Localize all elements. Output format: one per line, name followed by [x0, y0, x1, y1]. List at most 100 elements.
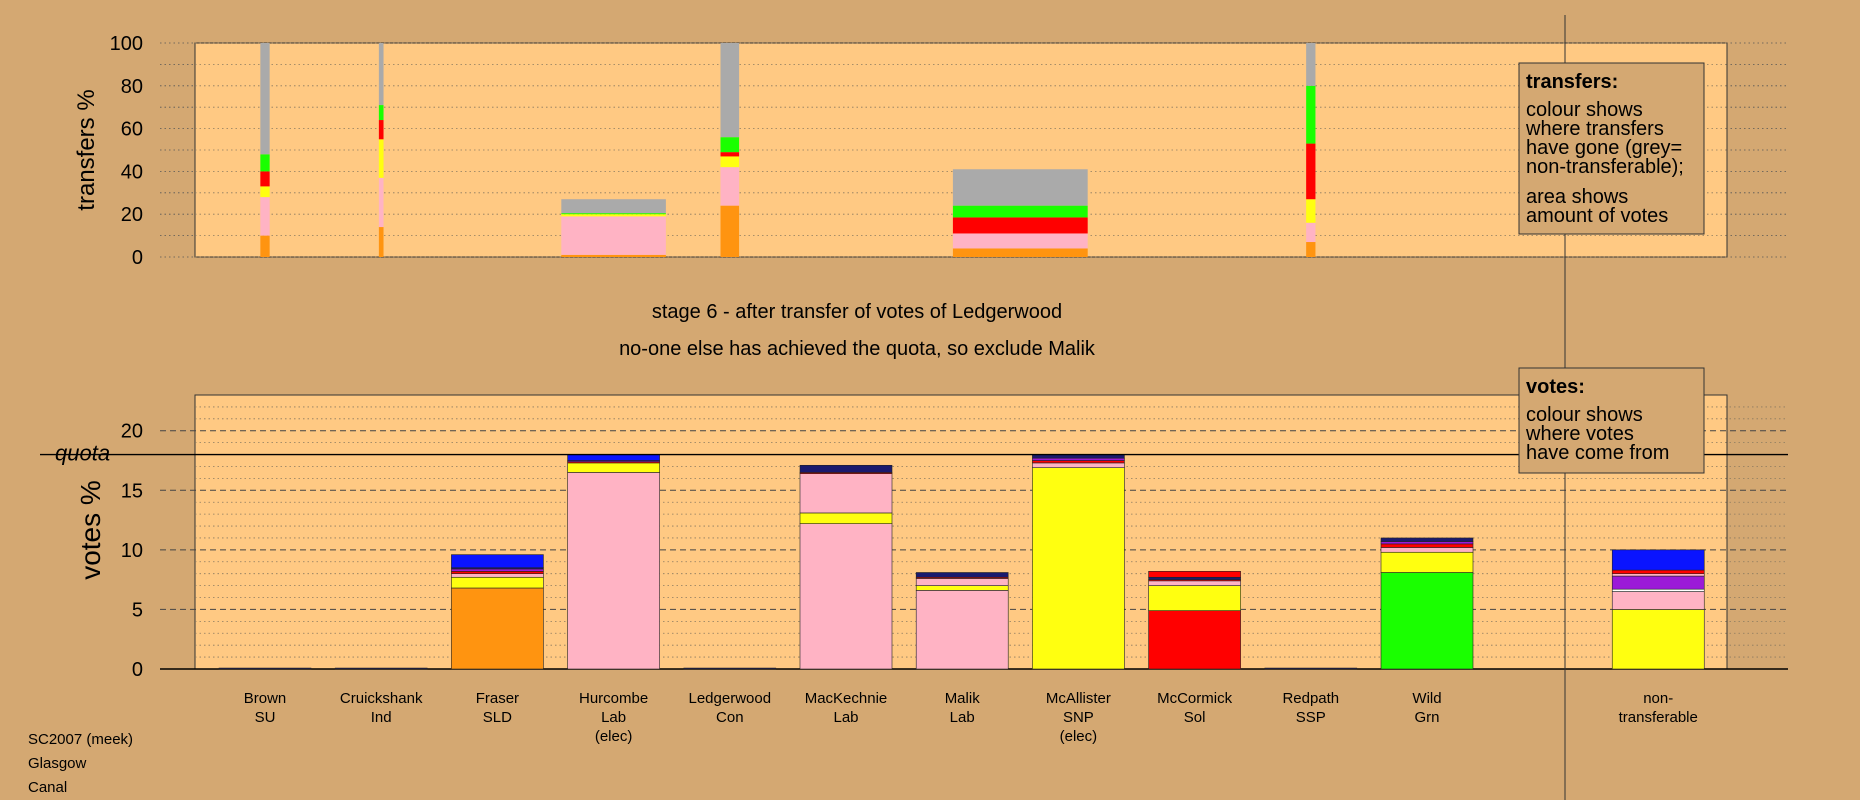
- transfer-segment: [952, 205, 1088, 218]
- votes-legend-line: have come from: [1526, 442, 1669, 464]
- transfer-segment: [952, 217, 1088, 234]
- category-label: Redpath: [1282, 690, 1339, 707]
- y-tick-label: 10: [121, 540, 143, 562]
- category-label: MacKechnie: [805, 690, 888, 707]
- y-axis-label: transfers %: [73, 89, 100, 210]
- transfers-chart: 0 20 40 60 80 100 transfers %: [73, 33, 1788, 269]
- transfer-segment: [952, 169, 1088, 206]
- vote-segment: [1611, 588, 1705, 592]
- y-tick-label: 100: [110, 33, 143, 55]
- vote-segment: [915, 572, 1009, 578]
- vote-segment: [451, 568, 544, 572]
- transfers-legend-line: colour shows: [1526, 99, 1643, 121]
- transfers-legend-line: area shows: [1526, 186, 1628, 208]
- footer-council: Glasgow: [28, 755, 87, 772]
- vote-segment: [1380, 547, 1474, 553]
- y-tick-label: 20: [121, 421, 143, 443]
- vote-segment: [451, 576, 544, 589]
- transfer-segment: [378, 227, 384, 257]
- transfer-segment: [378, 120, 384, 140]
- vote-segment: [218, 667, 312, 670]
- votes-legend: votes: colour shows where votes have com…: [1518, 367, 1705, 474]
- vote-segment: [1611, 591, 1705, 610]
- transfer-segment: [720, 205, 740, 257]
- category-label: (elec): [1060, 728, 1098, 745]
- category-label: Con: [716, 709, 744, 726]
- y-tick-label: 0: [132, 247, 143, 269]
- transfer-segment: [561, 199, 666, 214]
- transfer-segment: [378, 177, 384, 228]
- vote-segment: [1264, 667, 1358, 670]
- transfer-segment: [378, 139, 384, 178]
- category-label: Hurcombe: [579, 690, 648, 707]
- category-label: Malik: [945, 690, 981, 707]
- vote-segment: [1380, 537, 1474, 542]
- category-label: Cruickshank: [340, 690, 423, 707]
- quota-label: quota: [55, 441, 110, 466]
- category-label: Ledgerwood: [689, 690, 772, 707]
- transfer-segment: [720, 43, 740, 138]
- category-label: (elec): [595, 728, 633, 745]
- transfer-segment: [260, 186, 270, 198]
- transfers-legend: transfers: colour shows where transfers …: [1518, 62, 1705, 235]
- transfers-legend-title: transfers:: [1526, 71, 1618, 93]
- transfer-segment: [561, 254, 666, 257]
- vote-segment: [799, 473, 893, 514]
- category-label: Lab: [833, 709, 858, 726]
- category-label: transferable: [1619, 709, 1698, 726]
- transfers-legend-line: have gone (grey=: [1526, 137, 1682, 159]
- stage-captions: stage 6 - after transfer of votes of Led…: [619, 301, 1096, 360]
- vote-segment: [1611, 573, 1705, 577]
- transfer-segment: [260, 197, 270, 236]
- transfer-segment: [1306, 85, 1316, 144]
- vote-segment: [799, 523, 893, 670]
- vote-segment: [915, 585, 1009, 591]
- vote-segment: [799, 512, 893, 524]
- category-label: non-: [1643, 690, 1673, 707]
- category-label: SNP: [1063, 709, 1094, 726]
- vote-segment: [451, 587, 544, 670]
- vote-segment: [915, 578, 1009, 586]
- transfer-segment: [561, 213, 666, 215]
- votes-legend-line: where votes: [1525, 423, 1634, 445]
- transfer-segment: [1306, 43, 1316, 86]
- vote-segment: [1611, 549, 1705, 571]
- transfers-legend-box: [1518, 62, 1705, 235]
- category-label: McCormick: [1157, 690, 1232, 707]
- transfers-legend-line: non-transferable);: [1526, 156, 1684, 178]
- category-label: Sol: [1184, 709, 1206, 726]
- category-label: SSP: [1296, 709, 1326, 726]
- status-caption: no-one else has achieved the quota, so e…: [619, 338, 1096, 360]
- vote-segment: [1611, 569, 1705, 574]
- vote-segment: [451, 573, 544, 578]
- vote-segment: [567, 472, 660, 670]
- transfer-segment: [720, 156, 740, 168]
- y-tick-label: 5: [132, 599, 143, 621]
- transfer-segment: [260, 171, 270, 187]
- y-tick-label: 20: [121, 204, 143, 226]
- footer-election: SC2007 (meek): [28, 731, 134, 748]
- category-label: Wild: [1412, 690, 1441, 707]
- transfers-legend-line: where transfers: [1525, 118, 1664, 140]
- transfer-segment: [378, 43, 384, 106]
- category-label: Lab: [950, 709, 975, 726]
- category-label: Fraser: [476, 690, 519, 707]
- votes-legend-box: [1518, 367, 1705, 474]
- vote-segment: [1148, 610, 1241, 670]
- category-label: Grn: [1414, 709, 1439, 726]
- transfer-segment: [720, 152, 740, 157]
- vote-segment: [1380, 541, 1474, 545]
- legends: transfers: colour shows where transfers …: [1518, 62, 1705, 474]
- vote-segment: [1148, 580, 1241, 586]
- category-label: Lab: [601, 709, 626, 726]
- transfer-segment: [720, 137, 740, 153]
- stage-caption: stage 6 - after transfer of votes of Led…: [652, 301, 1062, 323]
- category-label: SU: [255, 709, 276, 726]
- transfer-segment: [1306, 222, 1316, 243]
- transfer-segment: [260, 235, 270, 257]
- transfer-segment: [378, 105, 384, 121]
- y-axis-label: votes %: [75, 480, 106, 580]
- transfers-legend-line: amount of votes: [1526, 205, 1668, 227]
- footer-ward: Canal: [28, 779, 68, 796]
